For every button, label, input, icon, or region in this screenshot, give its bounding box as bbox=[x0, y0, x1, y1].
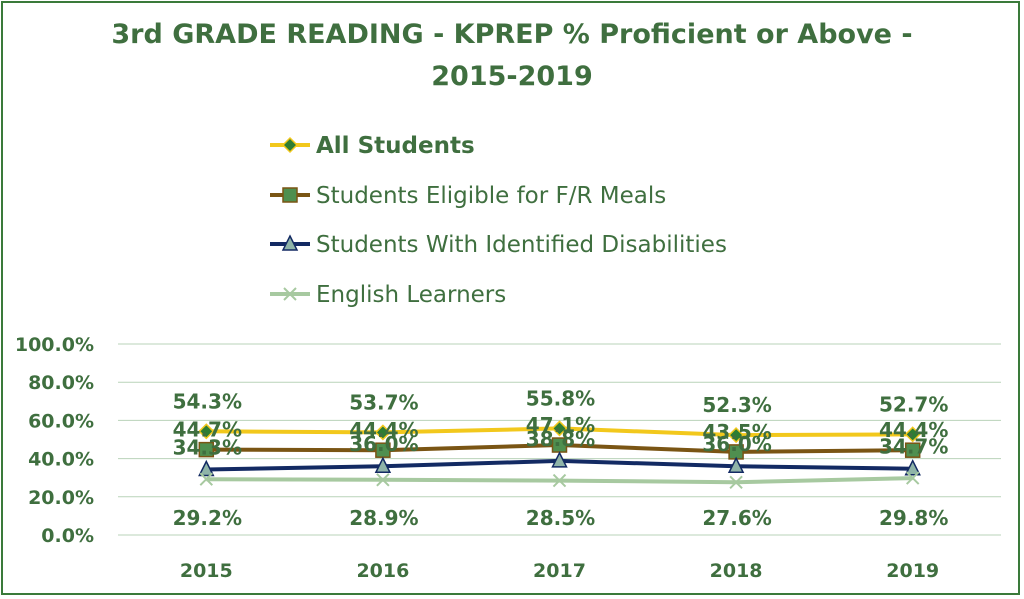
data-point bbox=[198, 459, 215, 477]
data-label: 44.4% bbox=[879, 418, 948, 442]
x-tick-label: 2017 bbox=[533, 560, 586, 582]
legend-marker bbox=[282, 187, 298, 203]
data-point bbox=[904, 459, 921, 476]
legend-marker bbox=[281, 234, 299, 251]
legend-marker bbox=[283, 287, 297, 301]
chart-title-line-1: 3rd GRADE READING - KPREP % Proficient o… bbox=[111, 19, 913, 50]
data-label: 54.3% bbox=[173, 389, 242, 413]
y-tick-label: 60.0% bbox=[28, 410, 94, 432]
data-label: 28.5% bbox=[526, 506, 595, 530]
x-tick-label: 2015 bbox=[180, 560, 233, 582]
data-point bbox=[551, 420, 568, 437]
data-label: 29.2% bbox=[173, 506, 242, 530]
y-tick-label: 0.0% bbox=[41, 525, 94, 547]
data-label: 28.9% bbox=[349, 506, 418, 530]
y-tick-label: 40.0% bbox=[28, 449, 94, 471]
data-point bbox=[198, 441, 215, 458]
data-label: 38.8% bbox=[526, 427, 595, 451]
data-point bbox=[374, 456, 392, 473]
y-tick-label: 20.0% bbox=[28, 487, 94, 509]
data-point bbox=[905, 471, 920, 485]
y-tick-label: 100.0% bbox=[15, 334, 94, 356]
legend-marker bbox=[281, 136, 299, 154]
data-label: 44.4% bbox=[349, 418, 418, 442]
data-point bbox=[729, 475, 743, 489]
data-label: 53.7% bbox=[349, 390, 418, 414]
data-label: 44.7% bbox=[173, 418, 242, 442]
legend-label: All Students bbox=[316, 133, 475, 159]
y-tick-label: 80.0% bbox=[28, 372, 94, 394]
data-point bbox=[376, 473, 390, 487]
data-label: 43.5% bbox=[702, 420, 771, 444]
data-label: 27.6% bbox=[702, 506, 771, 530]
data-label: 52.3% bbox=[702, 393, 771, 417]
data-label: 29.8% bbox=[879, 506, 948, 530]
data-point bbox=[727, 456, 745, 473]
chart-title-line-2: 2015-2019 bbox=[431, 61, 593, 92]
data-point bbox=[198, 423, 215, 440]
legend-label: English Learners bbox=[316, 282, 506, 308]
x-tick-label: 2016 bbox=[356, 560, 409, 582]
data-point bbox=[374, 424, 391, 441]
x-tick-label: 2019 bbox=[886, 560, 939, 582]
legend-label: Students Eligible for F/R Meals bbox=[316, 183, 666, 209]
data-label: 34.3% bbox=[173, 435, 242, 459]
data-point bbox=[904, 426, 921, 443]
data-label: 36.0% bbox=[349, 432, 418, 456]
data-label: 34.7% bbox=[879, 435, 948, 459]
data-point bbox=[552, 473, 567, 488]
data-label: 52.7% bbox=[879, 392, 948, 416]
data-point bbox=[904, 442, 921, 458]
data-label: 47.1% bbox=[526, 413, 595, 437]
data-point bbox=[728, 427, 745, 444]
data-point bbox=[199, 472, 214, 486]
data-point bbox=[551, 451, 568, 468]
legend-label: Students With Identified Disabilities bbox=[316, 232, 727, 258]
data-label: 36.0% bbox=[702, 432, 771, 456]
chart-title: 3rd GRADE READING - KPREP % Proficient o… bbox=[0, 14, 1024, 98]
data-label: 55.8% bbox=[526, 386, 595, 410]
x-tick-label: 2018 bbox=[710, 560, 763, 582]
